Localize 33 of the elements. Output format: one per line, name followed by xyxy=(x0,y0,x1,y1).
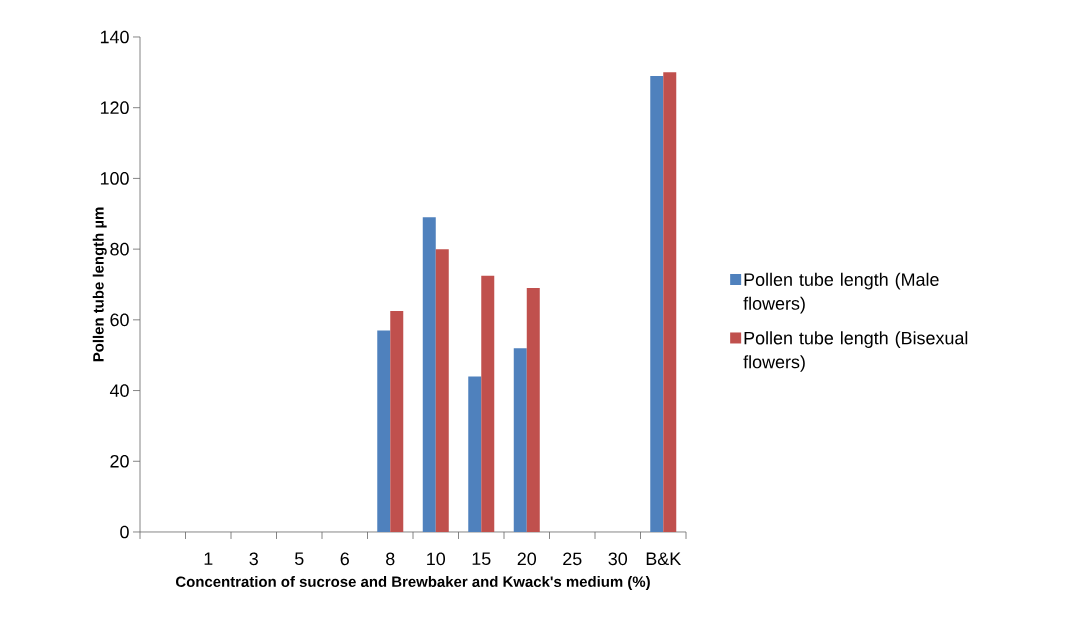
x-axis-title: Concentration of sucrose and Brewbaker and Kwack's medium (%) xyxy=(176,576,650,590)
x-tick-label: 25 xyxy=(563,552,582,566)
bar xyxy=(663,72,677,532)
bar xyxy=(513,348,527,532)
x-tick-label: 5 xyxy=(294,552,304,566)
y-tick-label: 0 xyxy=(120,525,129,539)
x-tick-label: 3 xyxy=(249,552,258,566)
x-tick-label: 30 xyxy=(608,552,628,566)
y-tick-label: 40 xyxy=(109,384,129,397)
bar xyxy=(650,75,664,532)
y-tick-label: 120 xyxy=(100,101,129,115)
x-tick-label: 1 xyxy=(204,552,213,565)
bar xyxy=(422,217,436,532)
bar xyxy=(377,330,391,532)
bar xyxy=(526,288,540,532)
x-tick-label: 20 xyxy=(517,552,537,566)
y-tick-label: 60 xyxy=(110,313,129,327)
bar xyxy=(481,275,495,532)
y-tick-label: 140 xyxy=(100,30,129,44)
x-tick-label: 10 xyxy=(427,552,446,566)
y-tick-label: 100 xyxy=(100,172,129,185)
x-tick-label: B&K xyxy=(646,552,682,566)
y-tick-label: 20 xyxy=(110,454,129,468)
y-tick-label: 80 xyxy=(110,242,129,256)
bar xyxy=(390,311,404,532)
legend-label: Pollen tube length (Male flowers) xyxy=(743,272,939,314)
y-axis-title: Pollen tube length µm xyxy=(92,207,107,362)
bar xyxy=(468,376,482,532)
x-tick-label: 15 xyxy=(472,552,491,566)
x-tick-label: 8 xyxy=(386,552,395,566)
legend-label: Pollen tube length (Bisexual flowers) xyxy=(743,331,968,372)
x-tick-label: 6 xyxy=(340,552,349,566)
bar xyxy=(435,249,449,532)
